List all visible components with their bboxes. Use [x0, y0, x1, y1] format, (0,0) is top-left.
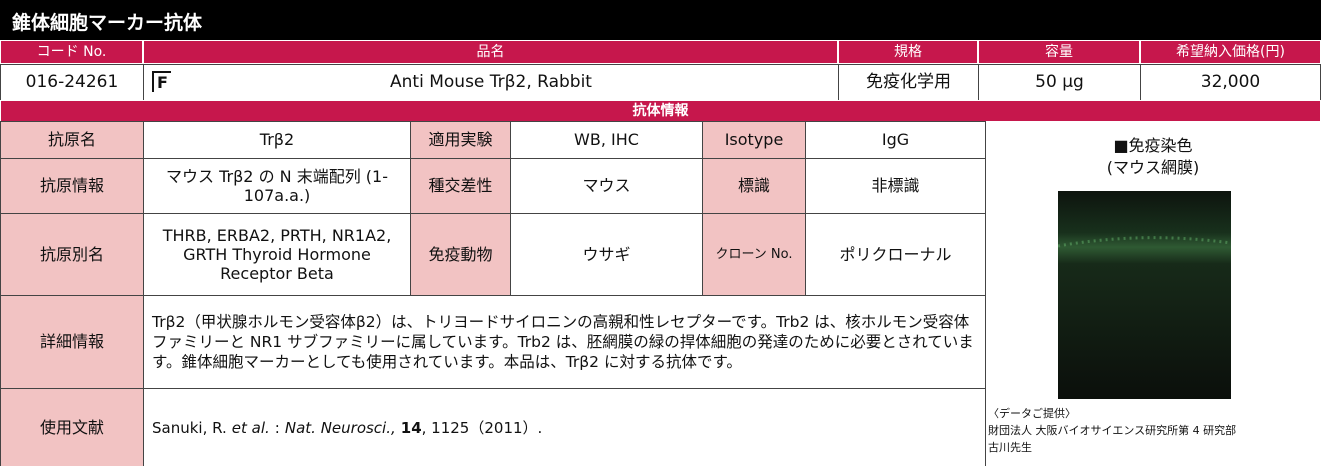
- credit: 〈データご提供〉: [988, 407, 1076, 420]
- header-cell: 希望納入価格(円): [1140, 40, 1321, 64]
- reference-part: Sanuki, R.: [152, 418, 227, 437]
- product-name: F Anti Mouse Trβ2, Rabbit: [143, 64, 839, 101]
- reference-part: 14: [400, 418, 422, 437]
- reference-part: Nat. Neurosci.,: [284, 418, 396, 437]
- header-cell: 品名: [143, 40, 838, 64]
- value-cell: THRB, ERBA2, PRTH, NR1A2, GRTH Thyroid H…: [143, 213, 411, 296]
- value-cell: ウサギ: [510, 213, 703, 296]
- value-cell: マウス: [510, 158, 703, 214]
- product-cell: 32,000: [1140, 64, 1321, 101]
- label-cell: 免疫動物: [410, 213, 511, 296]
- label-cell: 適用実験: [410, 121, 511, 159]
- header-cell: 容量: [978, 40, 1140, 64]
- product-cell: 免疫化学用: [838, 64, 979, 101]
- reference-part: et al.: [231, 418, 270, 437]
- title: 錐体細胞マーカー抗体: [12, 12, 203, 34]
- value-cell: WB, IHC: [510, 121, 703, 159]
- label-cell: 詳細情報: [0, 295, 144, 389]
- value-cell: 非標識: [805, 158, 986, 214]
- value-cell: ポリクローナル: [805, 213, 986, 296]
- title-bar: [0, 0, 1321, 40]
- reference: Sanuki, R. et al.: Nat. Neurosci., 14, 1125…: [143, 388, 986, 466]
- product-cell: 50 μg: [978, 64, 1141, 101]
- product-name-text: Anti Mouse Trβ2, Rabbit: [390, 72, 592, 93]
- caption: (マウス網膜): [1106, 158, 1200, 177]
- reference-part: , 1125（2011）.: [421, 418, 543, 437]
- label-cell: クローン No.: [702, 213, 806, 296]
- credit: 財団法人 大阪バイオサイエンス研究所第 4 研究部: [988, 424, 1237, 437]
- label-cell: 抗原名: [0, 121, 144, 159]
- credit: 古川先生: [988, 441, 1032, 454]
- label-cell: 抗原別名: [0, 213, 144, 296]
- reference-part: :: [274, 418, 280, 437]
- detail-text: Trβ2（甲状腺ホルモン受容体β2）は、トリヨードサイロニンの高親和性レセプター…: [143, 295, 986, 389]
- product-cell: 016-24261: [0, 64, 144, 101]
- header-cell: コード No.: [0, 40, 143, 64]
- value-cell: Trβ2: [143, 121, 411, 159]
- header-cell: 規格: [838, 40, 978, 64]
- label-cell: Isotype: [702, 121, 806, 159]
- retina-image: [1058, 191, 1231, 399]
- value-cell: マウス Trβ2 の N 末端配列 (1-107a.a.): [143, 158, 411, 214]
- label-cell: 標識: [702, 158, 806, 214]
- mark: F: [152, 71, 171, 93]
- label-cell: 使用文献: [0, 388, 144, 466]
- label-cell: 種交差性: [410, 158, 511, 214]
- label-cell: 抗原情報: [0, 158, 144, 214]
- caption: ■免疫染色: [1113, 136, 1193, 155]
- section-bar: 抗体情報: [0, 100, 1321, 122]
- value-cell: IgG: [805, 121, 986, 159]
